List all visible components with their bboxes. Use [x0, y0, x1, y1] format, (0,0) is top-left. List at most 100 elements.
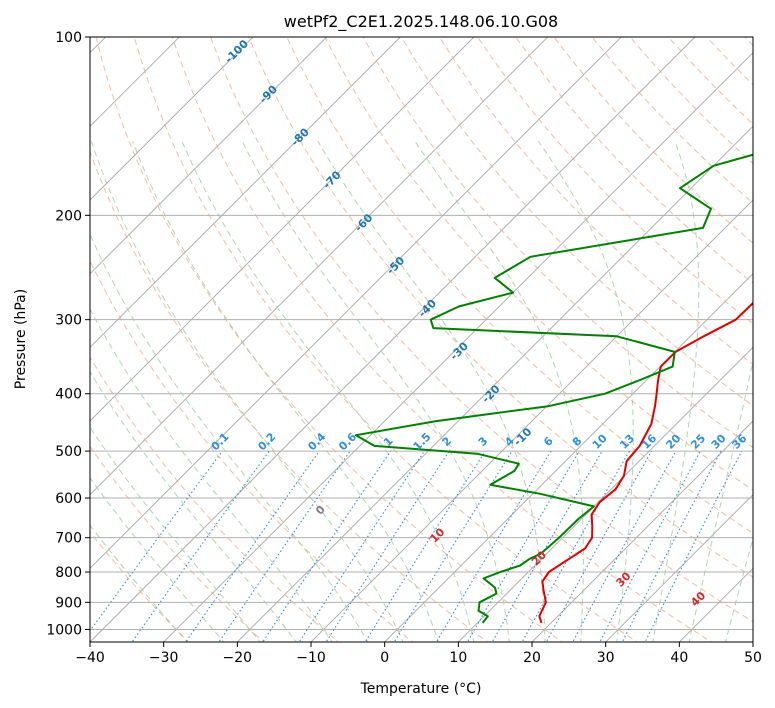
x-tick-label: −30 [149, 650, 179, 666]
isotherm-line [678, 567, 753, 642]
dry-adiabat-label: -90 [257, 83, 280, 106]
mixing-ratio-label: 25 [688, 432, 708, 452]
dry-adiabat-line [438, 37, 753, 366]
dewpoint-profile-line [354, 153, 753, 624]
dry-adiabat-label: -70 [320, 168, 343, 191]
dry-adiabat-line [171, 37, 713, 642]
axes: −40 −30 −20 −10 0 10 20 30 40 5010020030040050060… [46, 30, 762, 666]
dry-adiabat-line [210, 37, 753, 623]
dry-adiabat-line [553, 37, 753, 244]
moist-adiabat-label: 20 [529, 548, 549, 568]
moist-adiabat-line [90, 308, 333, 642]
isotherm-line [90, 37, 402, 349]
y-tick-label: 600 [55, 491, 82, 507]
moist-adiabat-line [132, 141, 440, 642]
x-tick-label: 30 [597, 650, 615, 666]
line-labels: -100-90-80-70-60-50-40-30-20-10010203040… [209, 37, 750, 609]
moist-adiabat-label: 10 [427, 525, 447, 545]
moist-adiabat-line [90, 524, 188, 642]
isotherm-line [752, 641, 753, 642]
temperature-profile-line [538, 301, 753, 624]
dry-adiabat-label: -60 [352, 211, 375, 234]
y-tick-label: 300 [55, 313, 82, 329]
mixing-ratio-line [185, 450, 320, 642]
isotherm-line [90, 37, 475, 422]
dry-adiabat-line [90, 259, 414, 642]
mixing-ratio-line [599, 450, 701, 642]
moist-adiabat-label: 0 [313, 503, 328, 518]
y-tick-label: 500 [55, 444, 82, 460]
mixing-ratio-line [466, 450, 580, 642]
moist-adiabat-line [652, 141, 700, 642]
dry-adiabat-label: -30 [448, 339, 471, 362]
x-tick-label: −10 [296, 650, 326, 666]
dry-adiabat-line [591, 37, 753, 204]
moist-adiabat-line [725, 536, 753, 642]
x-tick-label: 40 [670, 650, 688, 666]
y-axis-label: Pressure (hPa) [13, 289, 29, 389]
mixing-ratio-line [298, 450, 425, 642]
moist-adiabat-line [538, 141, 634, 642]
isotherm-line [604, 493, 753, 642]
moist-adiabat-line [688, 358, 753, 642]
isotherm-line [457, 346, 753, 642]
mixing-ratio-label: 36 [729, 431, 749, 451]
isotherm-line [90, 37, 328, 275]
dry-adiabat-line [286, 37, 753, 534]
mixing-ratio-line [218, 450, 351, 642]
dry-adiabat-line [324, 37, 753, 491]
isotherm-line [383, 272, 753, 642]
dry-adiabat-line [400, 37, 753, 407]
isotherm-line [162, 51, 753, 642]
moist-adiabat-line [90, 232, 369, 642]
mixing-ratio-line [393, 450, 513, 642]
mixing-ratio-line [364, 450, 486, 642]
mixing-ratio-line [621, 450, 722, 642]
dry-adiabat-line [95, 37, 564, 642]
isotherm-line [310, 199, 753, 642]
moist-adiabat-line [90, 426, 261, 642]
mixing-ratio-line [131, 450, 270, 642]
y-tick-label: 900 [55, 595, 82, 611]
dry-adiabat-line [248, 37, 753, 578]
mixing-ratio-label: 3 [476, 434, 491, 449]
moist-adiabat-line [90, 141, 404, 642]
mixing-ratio-line [644, 450, 743, 642]
moist-adiabat-line [414, 141, 584, 642]
mixing-ratio-line [435, 450, 552, 642]
dry-adiabat-line [90, 445, 265, 642]
x-tick-label: −40 [75, 650, 105, 666]
mixing-ratio-line [262, 450, 392, 642]
x-tick-label: −20 [223, 650, 253, 666]
isotherm-line [90, 37, 254, 201]
y-tick-label: 100 [55, 30, 82, 46]
moist-adiabat-label: 40 [688, 589, 708, 609]
dry-adiabat-line [515, 37, 753, 284]
y-tick-label: 1000 [46, 622, 82, 638]
dry-adiabat-line [90, 150, 489, 642]
isotherm-line [90, 37, 549, 496]
chart-title: wetPf2_C2E1.2025.148.06.10.G08 [284, 12, 558, 32]
dry-adiabat-line [362, 37, 753, 449]
mixing-ratio-label: 16 [639, 431, 659, 451]
plot-area [90, 37, 753, 642]
mixing-ratio-label: 6 [541, 434, 556, 449]
moist-adiabat-line [241, 141, 510, 642]
dry-adiabat-label: -20 [479, 382, 502, 405]
mixing-ratio-line [325, 450, 450, 642]
x-tick-label: 0 [380, 650, 389, 666]
mixing-ratio-label: 2 [440, 434, 455, 449]
x-axis-label: Temperature (°C) [360, 681, 482, 697]
isotherm-line [90, 37, 696, 642]
moist-adiabat-line [181, 141, 475, 642]
y-tick-label: 700 [55, 531, 82, 547]
dry-adiabat-line [90, 356, 339, 642]
isotherm-line [531, 420, 753, 642]
y-tick-label: 800 [55, 565, 82, 581]
dry-adiabat-label: -100 [222, 37, 251, 66]
mixing-ratio-label: 0.4 [305, 430, 328, 453]
isotherm-line [236, 125, 753, 642]
mixing-ratio-line [572, 450, 677, 642]
mixing-ratio-line [90, 450, 223, 632]
